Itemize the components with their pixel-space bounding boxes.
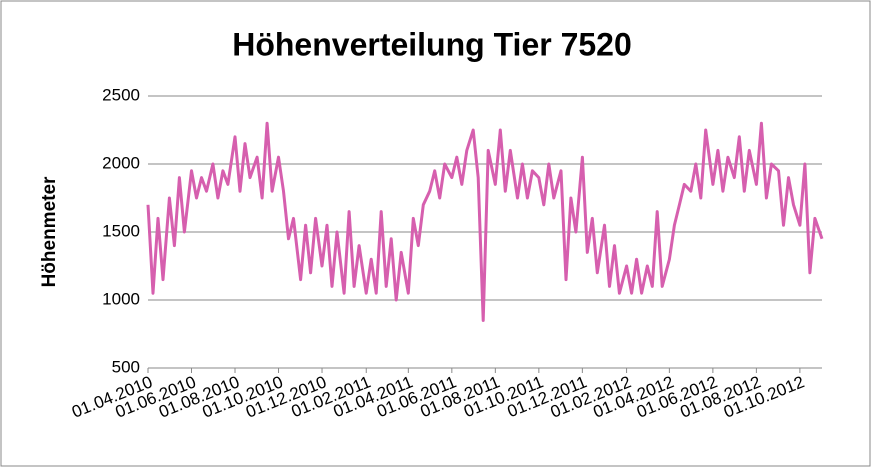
y-tick-label: 2000 xyxy=(102,153,140,172)
y-tick-label: 1000 xyxy=(102,289,140,308)
chart-title: Höhenverteilung Tier 7520 xyxy=(232,26,632,62)
data-line xyxy=(146,121,824,322)
y-tick-label: 2500 xyxy=(102,85,140,104)
y-tick-label: 500 xyxy=(112,357,140,376)
y-axis-label: Höhenmeter xyxy=(39,176,60,287)
y-tick-label: 1500 xyxy=(102,221,140,240)
